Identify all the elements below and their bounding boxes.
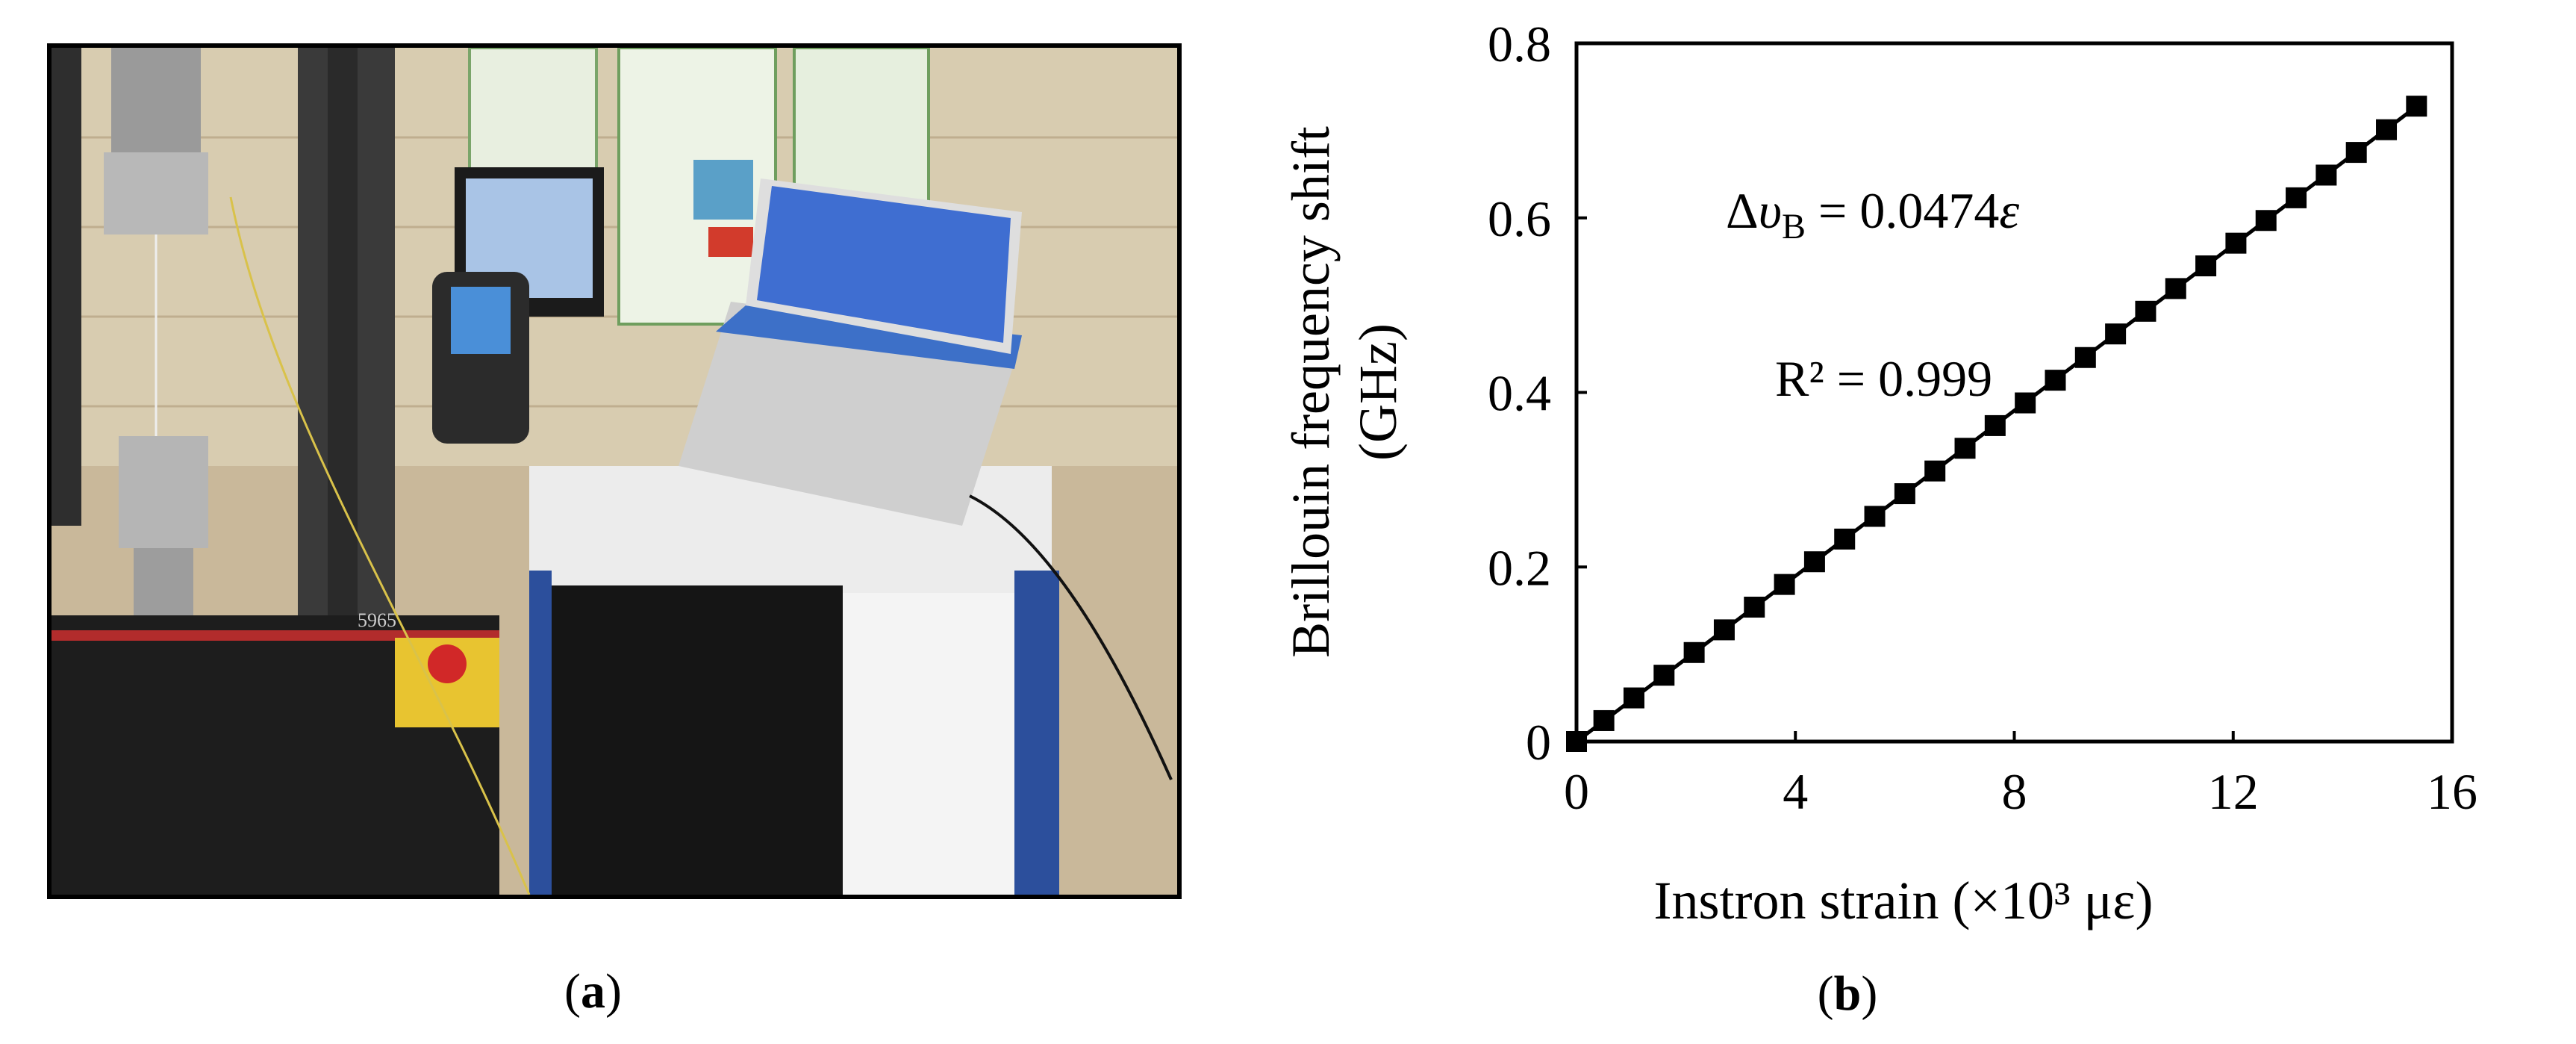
- data-point: [2345, 142, 2367, 164]
- data-point: [1864, 506, 1886, 527]
- equation-annotation: ΔυB = 0.0474ε: [1726, 182, 2019, 246]
- y-tick-label: 0.8: [1488, 16, 1551, 72]
- data-points: [1566, 96, 2427, 752]
- x-tick-label: 4: [1783, 763, 1808, 820]
- x-tick-label: 8: [2002, 763, 2027, 820]
- data-point: [2225, 232, 2247, 254]
- data-point: [1623, 687, 1644, 709]
- y-tick-label: 0.6: [1488, 190, 1551, 247]
- data-point: [1653, 665, 1675, 686]
- data-point: [1984, 414, 2006, 436]
- y-axis-label-line1: Brillouin frequency shift: [1281, 126, 1341, 658]
- data-point: [1713, 619, 1735, 641]
- data-point: [2286, 187, 2307, 208]
- data-point: [1803, 551, 1825, 573]
- x-tick-label: 0: [1564, 763, 1589, 820]
- data-point: [1924, 460, 1946, 482]
- panel-b-label: (b): [1818, 966, 1878, 1021]
- data-point: [2376, 119, 2398, 140]
- data-point: [2074, 347, 2096, 368]
- data-point: [1683, 641, 1705, 663]
- y-axis-ticks: 0 0.2 0.4 0.6 0.8: [1488, 16, 1587, 771]
- x-tick-label: 12: [2208, 763, 2259, 820]
- lab-setup-photo: 5965: [47, 43, 1182, 899]
- lab-setup-illustration: 5965: [52, 48, 1177, 895]
- data-point: [1744, 597, 1765, 618]
- svg-text:5965: 5965: [358, 609, 396, 631]
- data-point: [2045, 370, 2066, 391]
- data-point: [2315, 164, 2337, 186]
- strain-chart: 0 4 8 12 16 0 0.2 0.4 0.6 0.8 Instron strain (×1…: [1281, 16, 2477, 1021]
- data-point: [2015, 392, 2036, 414]
- data-point: [1566, 731, 1587, 752]
- y-tick-label: 0.4: [1488, 365, 1551, 422]
- panel-a-label: (a): [564, 964, 622, 1019]
- plot-area: [1574, 41, 2454, 744]
- y-tick-label: 0.2: [1488, 539, 1551, 596]
- x-tick-label: 16: [2427, 763, 2477, 820]
- data-point: [2406, 96, 2427, 117]
- x-axis-label: Instron strain (×10³ με): [1654, 871, 2154, 930]
- data-point: [1774, 574, 1795, 595]
- data-point: [2135, 300, 2156, 322]
- data-point: [1954, 438, 1976, 459]
- data-point: [1834, 528, 1856, 550]
- x-axis-ticks: 0 4 8 12 16: [1564, 731, 2477, 820]
- data-point: [2255, 210, 2277, 232]
- r-squared-annotation: R² = 0.999: [1775, 350, 1992, 407]
- y-tick-label: 0: [1526, 714, 1551, 771]
- data-point: [1593, 709, 1615, 731]
- data-point: [2195, 255, 2217, 277]
- data-point: [2105, 323, 2127, 345]
- data-point: [1894, 483, 1915, 505]
- y-axis-label-line2: (GHz): [1348, 323, 1408, 461]
- data-point: [2165, 278, 2186, 299]
